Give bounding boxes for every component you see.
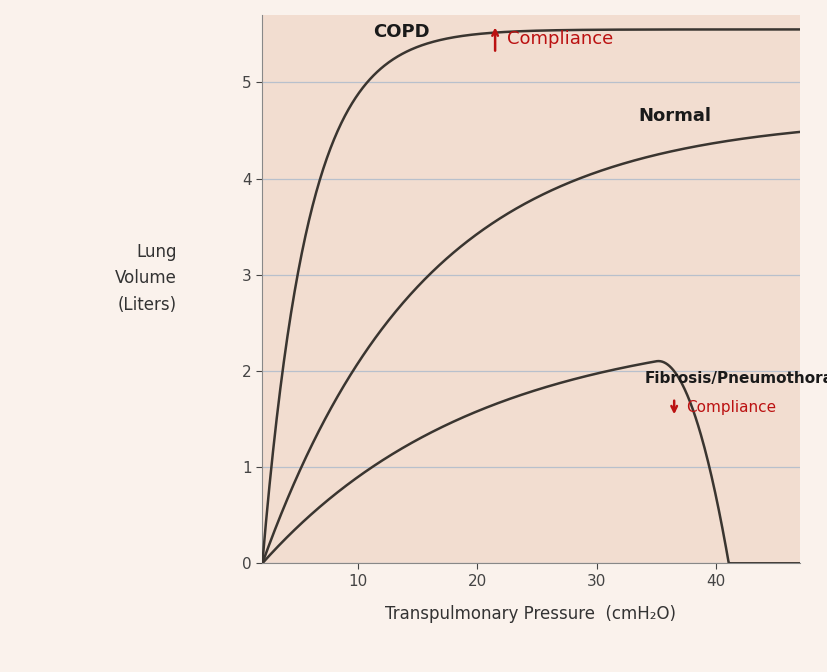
X-axis label: Transpulmonary Pressure  (cmH₂O): Transpulmonary Pressure (cmH₂O) [385, 605, 676, 624]
Text: Normal: Normal [638, 107, 710, 125]
Y-axis label: Lung
Volume
(Liters): Lung Volume (Liters) [114, 243, 176, 314]
Text: Compliance: Compliance [506, 30, 613, 48]
Text: COPD: COPD [372, 24, 429, 41]
Text: Compliance: Compliance [686, 400, 775, 415]
Text: Fibrosis/Pneumothorax: Fibrosis/Pneumothorax [643, 371, 827, 386]
